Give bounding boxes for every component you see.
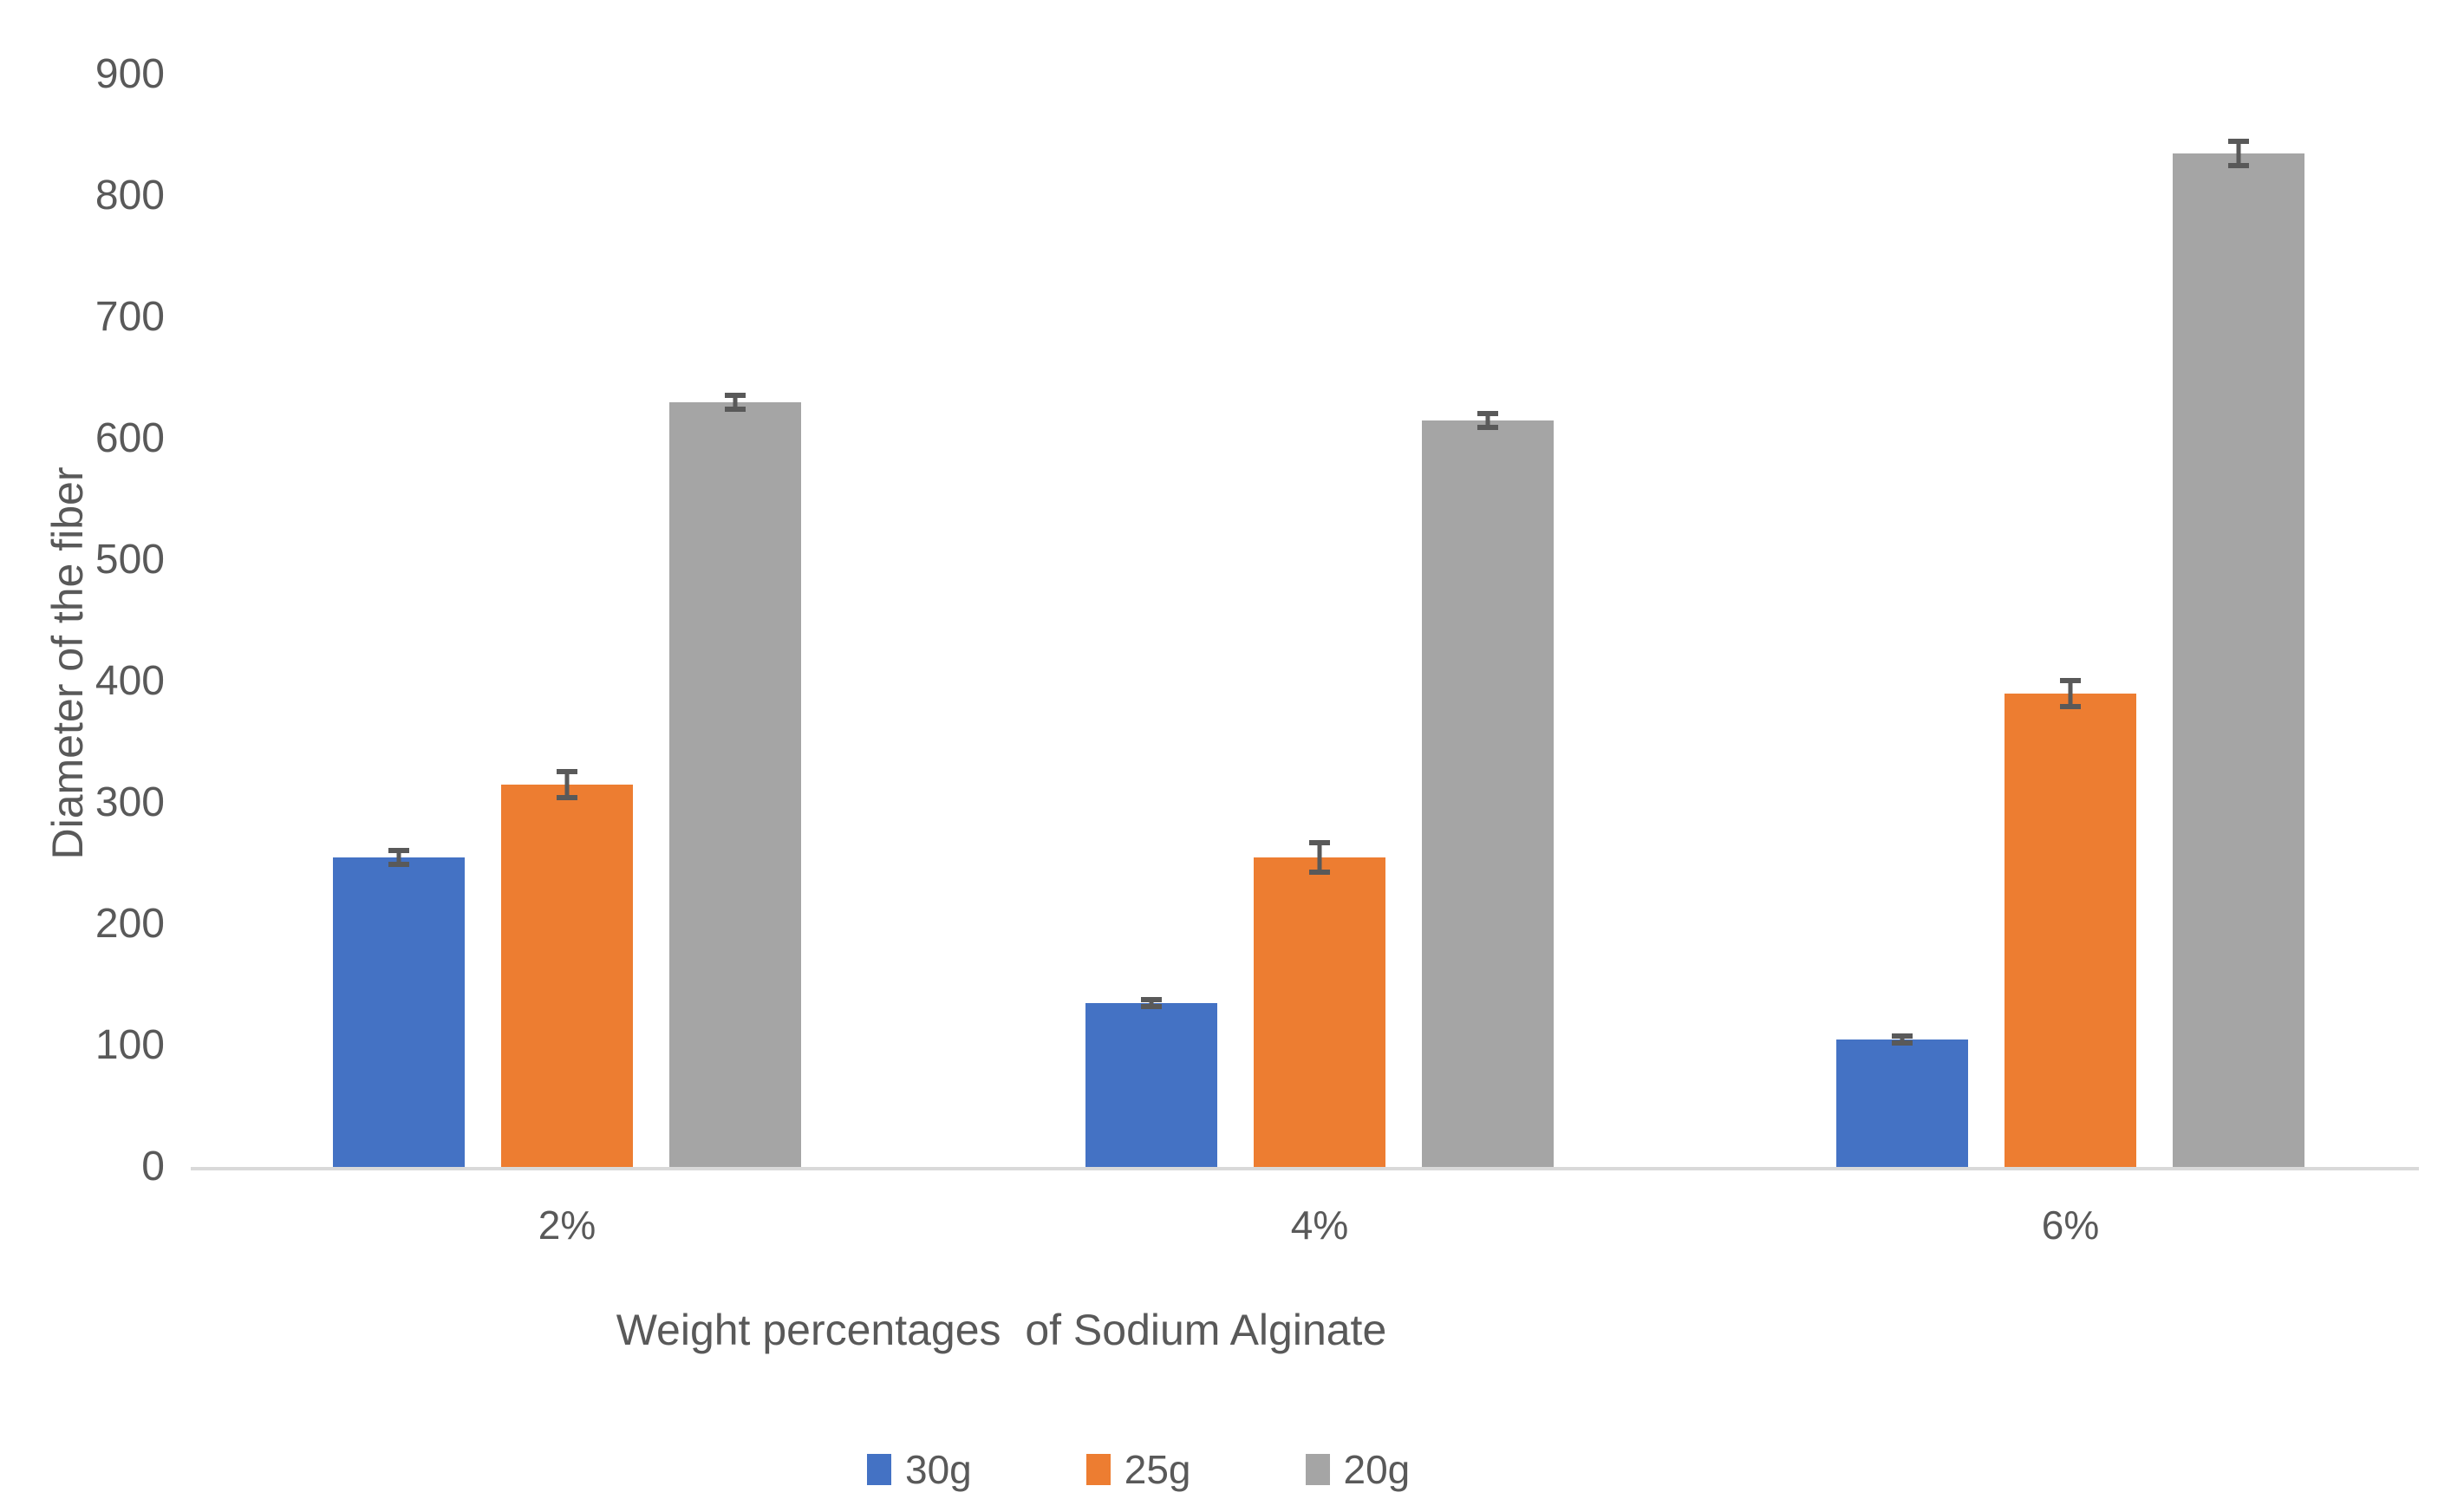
error-bar-25g-6% xyxy=(2060,677,2081,710)
bar-30g-2% xyxy=(333,857,465,1167)
legend-item-20g: 20g xyxy=(1305,1446,1411,1493)
legend-item-30g: 30g xyxy=(867,1446,972,1493)
y-tick-label-0: 0 xyxy=(141,1144,165,1189)
error-bar-cap-top xyxy=(1309,840,1330,846)
bar-25g-4% xyxy=(1254,857,1385,1167)
error-bar-cap-bottom xyxy=(2060,704,2081,710)
error-bar-cap-bottom xyxy=(725,407,746,413)
y-tick-label-100: 100 xyxy=(95,1022,165,1068)
legend-label-25g: 25g xyxy=(1124,1447,1191,1492)
x-category-label-4%: 4% xyxy=(1290,1202,1349,1248)
error-bar-20g-4% xyxy=(1477,410,1498,431)
error-bar-cap-bottom xyxy=(1141,1004,1162,1009)
y-tick-label-800: 800 xyxy=(95,173,165,218)
bar-20g-6% xyxy=(2173,153,2304,1167)
error-bar-cap-top xyxy=(388,847,409,853)
error-bar-cap-bottom xyxy=(557,795,577,801)
error-bar-30g-4% xyxy=(1141,997,1162,1009)
error-bar-stem xyxy=(2236,139,2241,168)
bar-20g-2% xyxy=(669,402,801,1167)
error-bar-25g-4% xyxy=(1309,840,1330,875)
error-bar-stem xyxy=(1149,997,1154,1009)
error-bar-cap-top xyxy=(2228,139,2249,145)
error-bar-cap-bottom xyxy=(388,862,409,868)
error-bar-25g-2% xyxy=(557,768,577,801)
legend-swatch-25g xyxy=(1085,1454,1111,1485)
error-bar-cap-bottom xyxy=(1309,869,1330,875)
x-category-label-6%: 6% xyxy=(2041,1202,2100,1248)
error-bar-30g-6% xyxy=(1892,1033,1913,1046)
error-bar-cap-top xyxy=(557,768,577,774)
x-category-label-2%: 2% xyxy=(538,1202,596,1248)
error-bar-cap-top xyxy=(1141,997,1162,1002)
error-bar-cap-top xyxy=(1892,1033,1913,1039)
x-axis-baseline xyxy=(191,1167,2419,1170)
legend-swatch-30g xyxy=(867,1454,891,1485)
y-tick-label-500: 500 xyxy=(95,537,165,583)
error-bar-20g-6% xyxy=(2228,139,2249,168)
bar-25g-2% xyxy=(501,785,633,1167)
error-bar-stem xyxy=(396,847,401,868)
y-tick-label-300: 300 xyxy=(95,779,165,825)
y-tick-label-700: 700 xyxy=(95,294,165,340)
error-bar-stem xyxy=(733,392,738,413)
error-bar-cap-bottom xyxy=(1477,425,1498,431)
legend-item-25g: 25g xyxy=(1085,1446,1191,1493)
error-bar-cap-top xyxy=(1477,410,1498,416)
error-bar-stem xyxy=(2068,677,2073,710)
y-tick-label-900: 900 xyxy=(95,51,165,97)
bar-30g-4% xyxy=(1085,1003,1217,1167)
x-axis-title: Weight percentages of Sodium Alginate xyxy=(616,1306,1387,1354)
error-bar-stem xyxy=(1900,1033,1905,1046)
bar-20g-4% xyxy=(1422,420,1554,1167)
error-bar-stem xyxy=(1485,410,1490,431)
error-bar-cap-bottom xyxy=(1892,1040,1913,1046)
y-tick-label-600: 600 xyxy=(95,415,165,461)
legend-label-20g: 20g xyxy=(1343,1447,1411,1492)
error-bar-stem xyxy=(564,768,570,801)
legend-swatch-20g xyxy=(1305,1454,1330,1485)
bar-25g-6% xyxy=(2005,694,2136,1167)
legend: 30g 25g 20g xyxy=(867,1446,1410,1493)
y-tick-label-400: 400 xyxy=(95,658,165,704)
legend-label-30g: 30g xyxy=(905,1447,972,1492)
error-bar-cap-top xyxy=(725,392,746,398)
error-bar-30g-2% xyxy=(388,847,409,868)
error-bar-stem xyxy=(1317,840,1322,875)
error-bar-cap-bottom xyxy=(2228,162,2249,168)
y-tick-label-200: 200 xyxy=(95,901,165,947)
bar-30g-6% xyxy=(1836,1040,1968,1167)
error-bar-20g-2% xyxy=(725,392,746,413)
error-bar-cap-top xyxy=(2060,677,2081,683)
